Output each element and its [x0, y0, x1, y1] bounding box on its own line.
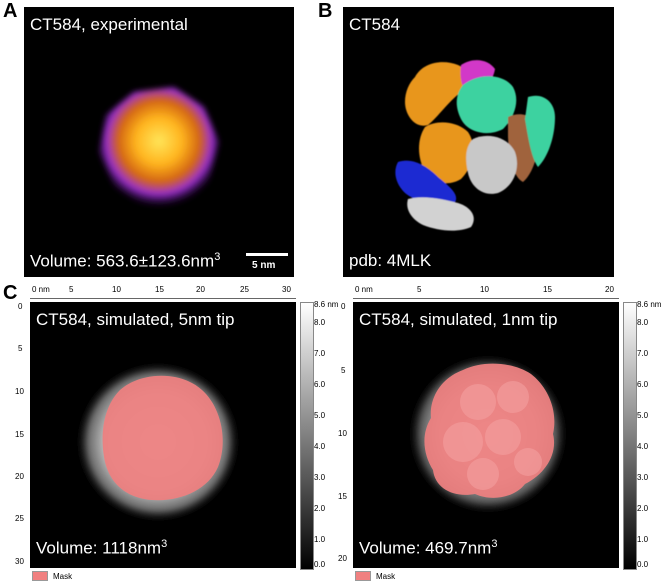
- c1-scale-tick: 8.6 nm: [314, 300, 339, 309]
- scale-bar: [246, 253, 288, 256]
- c1-scale-tick: 0.0: [314, 560, 326, 569]
- c1-scale-tick: 8.0: [314, 318, 326, 327]
- panel-letter-b: B: [318, 0, 333, 22]
- c2-mask-label: Mask: [376, 572, 396, 581]
- c1-scale-tick: 3.0: [314, 473, 326, 482]
- c2-y-tick: 5: [341, 366, 346, 375]
- protein-structure-render: [395, 60, 555, 231]
- c2-x-tick: 0 nm: [355, 285, 373, 294]
- c2-colorbar-ticks: 8.6 nm 8.0 7.0 6.0 5.0 4.0 3.0 2.0 1.0 0…: [637, 300, 663, 570]
- panel-a-title: CT584, experimental: [30, 15, 188, 34]
- c1-scale-tick: 5.0: [314, 411, 326, 420]
- panel-c1-image: CT584, simulated, 5nm tip Volume: 1118nm…: [30, 302, 296, 568]
- scale-bar-label: 5 nm: [252, 260, 276, 271]
- c2-x-axis-line: [353, 298, 619, 302]
- panel-c2-image: CT584, simulated, 1nm tip Volume: 469.7n…: [353, 302, 619, 568]
- c2-mask-swatch: [355, 571, 371, 581]
- c1-y-tick: 20: [15, 472, 24, 481]
- panel-b-title: CT584: [349, 15, 401, 34]
- c2-scale-tick: 1.0: [637, 535, 649, 544]
- panel-letter-a: A: [3, 0, 18, 22]
- c1-colorbar-ticks: 8.6 nm 8.0 7.0 6.0 5.0 4.0 3.0 2.0 1.0 0…: [314, 300, 344, 570]
- afm-experimental-image: [99, 87, 219, 207]
- c2-x-axis: 0 nm 5 10 15 20: [353, 285, 623, 299]
- c1-scale-tick: 4.0: [314, 442, 326, 451]
- c2-x-tick: 15: [543, 285, 552, 294]
- c1-mask-label: Mask: [53, 572, 73, 581]
- panel-a-volume: Volume: 563.6±123.6nm3: [30, 251, 221, 271]
- simulated-1nm-image: [408, 354, 568, 514]
- c1-x-tick: 5: [69, 285, 74, 294]
- c1-mask-swatch: [32, 571, 48, 581]
- c2-y-tick: 20: [338, 554, 347, 563]
- panel-c1-title: CT584, simulated, 5nm tip: [36, 310, 235, 329]
- c1-x-tick: 20: [196, 285, 205, 294]
- c1-scale-tick: 7.0: [314, 349, 326, 358]
- c1-y-tick: 5: [18, 344, 23, 353]
- c2-y-tick: 0: [341, 302, 346, 311]
- c2-x-tick: 5: [417, 285, 422, 294]
- c2-scale-tick: 7.0: [637, 349, 649, 358]
- c1-scale-tick: 1.0: [314, 535, 326, 544]
- c1-y-tick: 30: [15, 557, 24, 566]
- c2-scale-tick: 3.0: [637, 473, 649, 482]
- c2-scale-tick: 0.0: [637, 560, 649, 569]
- c1-y-tick: 10: [15, 387, 24, 396]
- c2-scale-tick: 6.0: [637, 380, 649, 389]
- c1-scale-tick: 2.0: [314, 504, 326, 513]
- c1-y-tick: 25: [15, 514, 24, 523]
- c1-x-tick: 15: [155, 285, 164, 294]
- c2-scale-tick: 8.6 nm: [637, 300, 662, 309]
- panel-letter-c: C: [3, 282, 18, 304]
- c1-x-axis-line: [30, 298, 296, 302]
- c2-scale-tick: 4.0: [637, 442, 649, 451]
- c1-x-tick: 10: [112, 285, 121, 294]
- c1-x-tick: 25: [240, 285, 249, 294]
- c2-y-tick: 10: [338, 429, 347, 438]
- c1-colorbar: [300, 302, 314, 570]
- c1-x-axis: 0 nm 5 10 15 20 25 30: [30, 285, 300, 299]
- c2-x-tick: 20: [605, 285, 614, 294]
- panel-c1-volume: Volume: 1118nm3: [36, 538, 168, 558]
- panel-b-pdb: pdb: 4MLK: [349, 251, 432, 270]
- c2-y-tick: 15: [338, 492, 347, 501]
- c1-y-axis: 0 5 10 15 20 25 30: [14, 302, 28, 568]
- c2-colorbar: [623, 302, 637, 570]
- c1-y-tick: 0: [18, 302, 23, 311]
- c2-x-tick: 10: [480, 285, 489, 294]
- c2-scale-tick: 8.0: [637, 318, 649, 327]
- panel-a-image: CT584, experimental Volume: 563.6±123.6n…: [24, 7, 294, 277]
- panel-c2-volume: Volume: 469.7nm3: [359, 538, 498, 558]
- c1-y-tick: 15: [15, 430, 24, 439]
- c2-scale-tick: 2.0: [637, 504, 649, 513]
- c1-x-tick: 0 nm: [32, 285, 50, 294]
- c2-y-axis: 0 5 10 15 20: [337, 302, 351, 568]
- panel-b-image: CT584 pdb: 4MLK: [343, 7, 614, 277]
- simulated-5nm-image: [76, 362, 240, 522]
- panel-c2-title: CT584, simulated, 1nm tip: [359, 310, 558, 329]
- c1-x-tick: 30: [282, 285, 291, 294]
- c2-scale-tick: 5.0: [637, 411, 649, 420]
- c1-scale-tick: 6.0: [314, 380, 326, 389]
